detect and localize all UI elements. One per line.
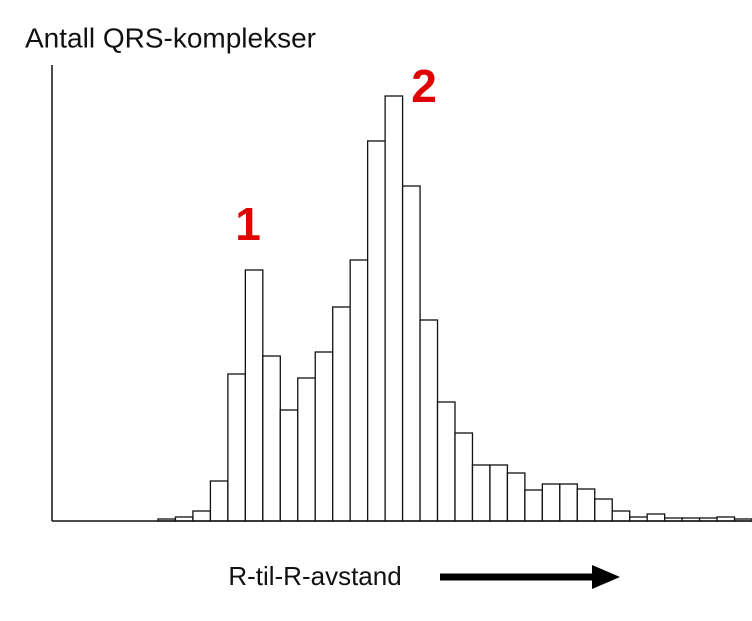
bar [314,351,334,522]
bar [506,472,526,522]
bar [646,513,666,522]
bar [559,483,578,522]
bar [244,269,264,522]
bar [332,306,351,522]
annotation: 2 [411,60,437,112]
bar [541,483,561,522]
x-axis-label: R-til-R-avstand [228,561,401,591]
bar [524,489,544,522]
bar [471,464,491,522]
arrow-head [592,565,620,589]
bar [227,373,247,522]
y-axis-label: Antall QRS-komplekser [25,22,316,53]
bar [454,432,474,522]
bar [594,498,613,522]
bar [279,409,299,522]
bar [489,464,509,522]
bar [436,401,456,522]
bar [366,140,386,522]
bar [297,377,316,522]
bar [209,480,229,522]
bar [384,95,404,522]
annotation: 1 [235,198,261,250]
bar [349,259,369,522]
bar [576,488,596,522]
bar [262,355,281,522]
bar [611,510,631,522]
bar [419,319,439,522]
bar [401,185,421,522]
bar [192,510,212,522]
